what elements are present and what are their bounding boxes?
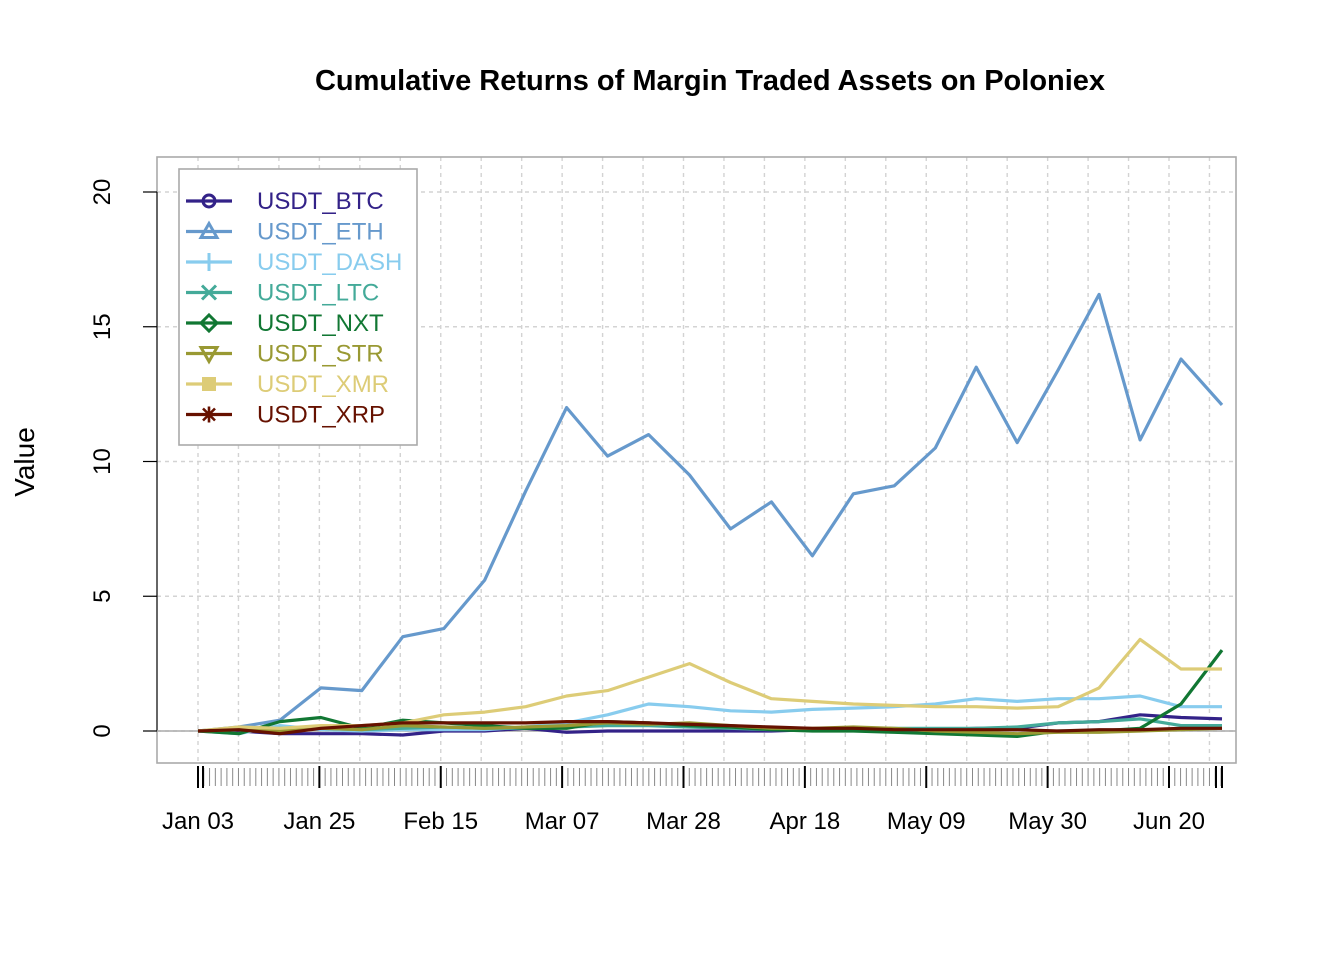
legend-label: USDT_LTC xyxy=(257,280,379,307)
legend-label: USDT_DASH xyxy=(257,249,402,276)
legend-marker-square xyxy=(202,377,216,391)
y-tick-label: 0 xyxy=(89,724,116,737)
y-axis: 0 5 10 15 20 xyxy=(89,179,157,738)
x-axis: Jan 03 Jan 25 Feb 15 Mar 07 Mar 28 Apr 18 May … xyxy=(162,766,1222,835)
legend-label: USDT_NXT xyxy=(257,310,384,337)
x-tick-label: Apr 18 xyxy=(770,808,841,835)
y-tick-label: 20 xyxy=(89,179,116,206)
x-tick-label: Jan 03 xyxy=(162,808,234,835)
x-tick-label: Feb 15 xyxy=(403,808,478,835)
y-axis-label: Value xyxy=(9,427,40,497)
x-tick-label: Mar 28 xyxy=(646,808,721,835)
x-tick-label: Mar 07 xyxy=(525,808,600,835)
legend-marker-asterisk xyxy=(201,407,217,423)
legend-label: USDT_STR xyxy=(257,341,384,368)
y-tick-label: 10 xyxy=(89,448,116,475)
legend-label: USDT_ETH xyxy=(257,219,384,246)
x-tick-label: May 09 xyxy=(887,808,966,835)
y-tick-label: 5 xyxy=(89,590,116,603)
legend: USDT_BTC USDT_ETH USDT_DASH USDT_LTC USDT_NX… xyxy=(179,169,417,445)
x-tick-label: Jun 20 xyxy=(1133,808,1205,835)
x-tick-label: Jan 25 xyxy=(283,808,355,835)
legend-label: USDT_XRP xyxy=(257,402,385,429)
chart-title: Cumulative Returns of Margin Traded Asse… xyxy=(315,65,1105,97)
legend-label: USDT_XMR xyxy=(257,371,389,398)
legend-label: USDT_BTC xyxy=(257,188,384,215)
x-tick-label: May 30 xyxy=(1008,808,1087,835)
y-tick-label: 15 xyxy=(89,313,116,340)
series-line-usdt-xmr xyxy=(198,639,1222,731)
